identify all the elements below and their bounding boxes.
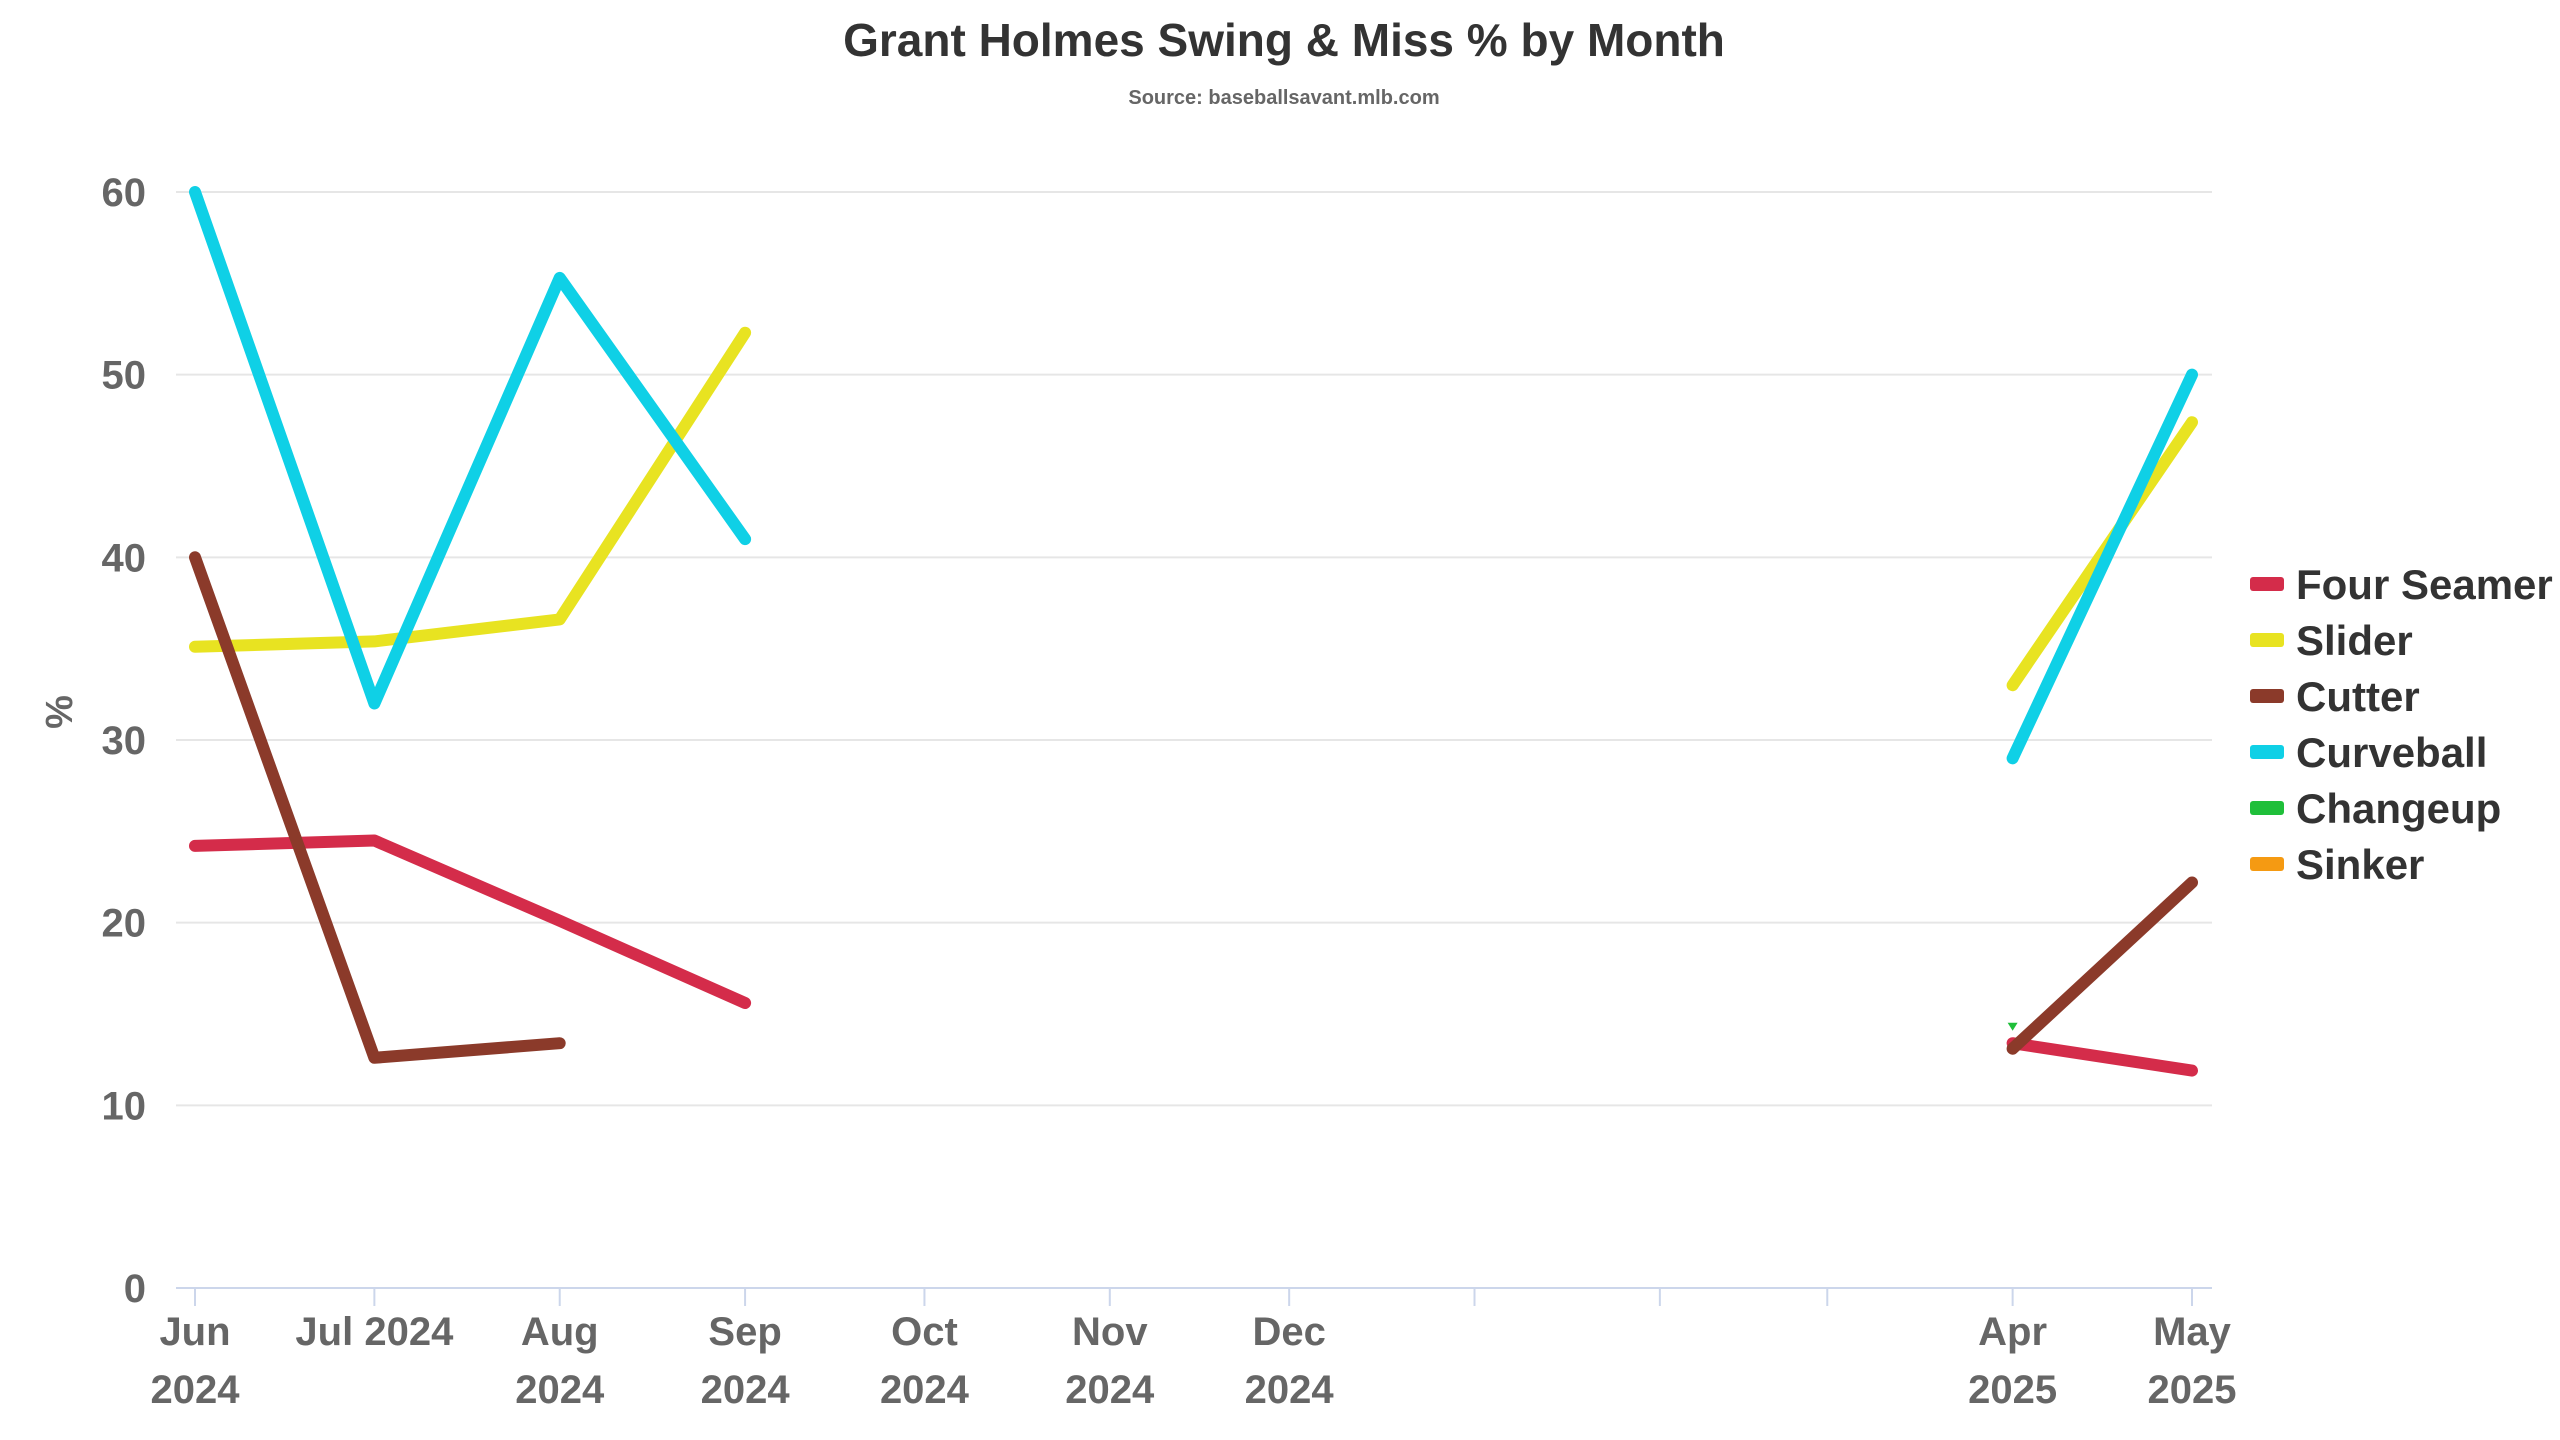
x-tick-label: 2024 <box>701 1368 791 1412</box>
y-axis-ticks: 0 10 20 30 40 50 60 <box>102 171 147 1311</box>
legend-label-four-seamer: Four Seamer <box>2296 561 2553 608</box>
legend-label-curveball: Curveball <box>2296 729 2487 776</box>
legend-swatch-curveball <box>2250 745 2284 759</box>
x-tick-label: Dec <box>1252 1310 1325 1354</box>
series-line-cutter <box>2006 876 2198 1055</box>
x-tick-label: Jul 2024 <box>295 1310 454 1354</box>
legend: Four Seamer Slider Cutter Curveball Changeup… <box>2250 561 2553 888</box>
y-tick-label: 30 <box>102 719 147 763</box>
series-line-cutter <box>189 551 566 1064</box>
series-line-curveball <box>2006 368 2198 765</box>
chart-subtitle: Source: baseballsavant.mlb.com <box>1128 87 1439 109</box>
x-tick-label: Aug <box>521 1310 599 1354</box>
series-line-slider <box>189 326 752 653</box>
legend-swatch-cutter <box>2250 689 2284 703</box>
legend-swatch-changeup <box>2250 801 2284 815</box>
x-tick-label: Apr <box>1978 1310 2047 1354</box>
legend-swatch-sinker <box>2250 857 2284 871</box>
series-lines <box>189 186 2198 1077</box>
legend-swatch-slider <box>2250 633 2284 647</box>
x-tick-label: 2024 <box>1245 1368 1335 1412</box>
legend-label-sinker: Sinker <box>2296 841 2424 888</box>
grid-lines <box>176 191 2212 1107</box>
x-tick-label: 2025 <box>1968 1368 2057 1412</box>
y-tick-label: 60 <box>102 171 147 215</box>
y-tick-label: 40 <box>102 536 147 580</box>
x-tick-label: 2025 <box>2148 1368 2237 1412</box>
legend-label-changeup: Changeup <box>2296 785 2501 832</box>
x-tick-label: May <box>2153 1310 2232 1354</box>
y-tick-label: 50 <box>102 354 147 398</box>
y-axis-title: % <box>39 695 81 729</box>
x-tick-label: 2024 <box>515 1368 605 1412</box>
series-point-changeup <box>2007 1022 2018 1031</box>
legend-label-slider: Slider <box>2296 617 2413 664</box>
x-tick-label: Jun <box>159 1310 230 1354</box>
series-line-curveball <box>189 186 752 710</box>
x-axis: Jun 2024 Jul 2024 Aug 2024 Sep 2024 Oct 2024 Nov 2… <box>151 1287 2237 1412</box>
x-tick-label: 2024 <box>880 1368 970 1412</box>
x-tick-label: Sep <box>708 1310 781 1354</box>
y-tick-label: 0 <box>124 1267 146 1311</box>
x-tick-label: 2024 <box>151 1368 241 1412</box>
legend-swatch-four-seamer <box>2250 577 2284 591</box>
chart-title: Grant Holmes Swing & Miss % by Month <box>843 14 1725 66</box>
series-line-four-seamer <box>2006 1037 2198 1077</box>
x-tick-label: 2024 <box>1065 1368 1155 1412</box>
x-tick-label: Oct <box>891 1310 958 1354</box>
series-line-four-seamer <box>189 834 752 1009</box>
y-tick-label: 20 <box>102 902 147 946</box>
y-tick-label: 10 <box>102 1084 147 1128</box>
x-tick-label: Nov <box>1072 1310 1148 1354</box>
legend-label-cutter: Cutter <box>2296 673 2420 720</box>
